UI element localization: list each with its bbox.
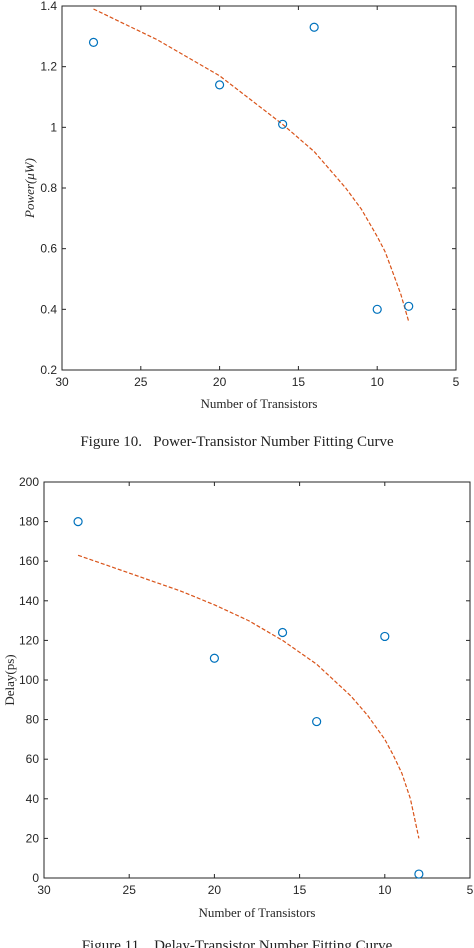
power-data-point <box>309 22 319 32</box>
delay-y-tick-label: 120 <box>19 633 39 647</box>
delay-y-tick-label: 20 <box>26 831 40 845</box>
power-x-tick-label: 20 <box>213 375 227 389</box>
delay-y-tick-label: 60 <box>26 752 40 766</box>
delay-x-tick-label: 25 <box>123 883 137 897</box>
power-x-tick-label: 10 <box>371 375 385 389</box>
delay-x-tick-label: 20 <box>208 883 222 897</box>
delay-x-tick-label: 5 <box>467 883 474 897</box>
power-x-tick-label: 25 <box>134 375 148 389</box>
power-data-point <box>404 301 414 311</box>
power-data-points <box>88 22 414 314</box>
power-fit-curve <box>93 8 410 322</box>
power-y-tick-label: 0.2 <box>40 363 57 377</box>
power-data-point <box>278 119 288 129</box>
delay-y-axis-label: Delay(ps) <box>2 654 17 705</box>
power-y-tick-label: 0.6 <box>40 242 57 256</box>
delay-x-tick-label: 15 <box>293 883 307 897</box>
power-y-tick-label: 1.4 <box>40 0 57 13</box>
power-y-tick-label: 1.2 <box>40 60 57 74</box>
delay-figure-caption: Figure 11. Delay-Transistor Number Fitti… <box>82 938 393 948</box>
delay-plot-area <box>43 481 471 879</box>
power-x-tick-label: 5 <box>453 375 460 389</box>
delay-y-tick-label: 0 <box>32 871 39 885</box>
power-plot-area <box>61 5 457 371</box>
delay-y-tick-label: 180 <box>19 515 39 529</box>
delay-x-axis-label: Number of Transistors <box>198 905 315 920</box>
power-y-tick-label: 0.8 <box>40 181 57 195</box>
delay-data-point <box>414 869 424 879</box>
power-y-tick-label: 1 <box>50 120 57 134</box>
delay-x-tick-label: 10 <box>378 883 392 897</box>
delay-chart: 30 25 20 15 10 5 0 20 40 60 80 100 120 140 160 180 200 N… <box>2 475 474 948</box>
delay-ticks: 30 25 20 15 10 5 0 20 40 60 80 100 120 140 160 180 200 <box>19 475 474 897</box>
delay-fit-curve-group <box>77 554 420 839</box>
power-data-point <box>372 304 382 314</box>
power-y-axis-label: Power(μW) <box>22 158 37 219</box>
power-x-axis-label: Number of Transistors <box>200 396 317 411</box>
delay-x-tick-label: 30 <box>37 883 51 897</box>
delay-y-tick-label: 140 <box>19 594 39 608</box>
power-x-tick-label: 30 <box>55 375 69 389</box>
power-y-tick-label: 0.4 <box>40 302 57 316</box>
delay-data-point <box>277 627 288 638</box>
delay-data-points <box>73 516 424 879</box>
delay-data-point <box>380 631 390 642</box>
delay-y-tick-label: 200 <box>19 475 39 489</box>
power-x-tick-label: 15 <box>292 375 306 389</box>
power-data-point <box>88 37 99 48</box>
delay-data-point <box>73 516 83 527</box>
delay-data-point <box>312 716 322 727</box>
delay-data-point <box>209 653 219 663</box>
power-figure-caption: Figure 10. Power-Transistor Number Fitti… <box>80 434 394 450</box>
delay-fit-curve <box>77 554 420 839</box>
power-data-point <box>215 80 225 90</box>
delay-y-tick-label: 100 <box>19 673 39 687</box>
delay-y-tick-label: 160 <box>19 554 39 568</box>
power-fit-curve-group <box>93 8 410 322</box>
delay-y-tick-label: 40 <box>26 792 40 806</box>
power-ticks: 30 25 20 15 10 5 0.2 0.4 0.6 0.8 1 1.2 1.4 <box>40 0 459 389</box>
power-chart: 30 25 20 15 10 5 0.2 0.4 0.6 0.8 1 1.2 1.4 Number of… <box>22 0 460 450</box>
delay-y-tick-label: 80 <box>26 713 40 727</box>
